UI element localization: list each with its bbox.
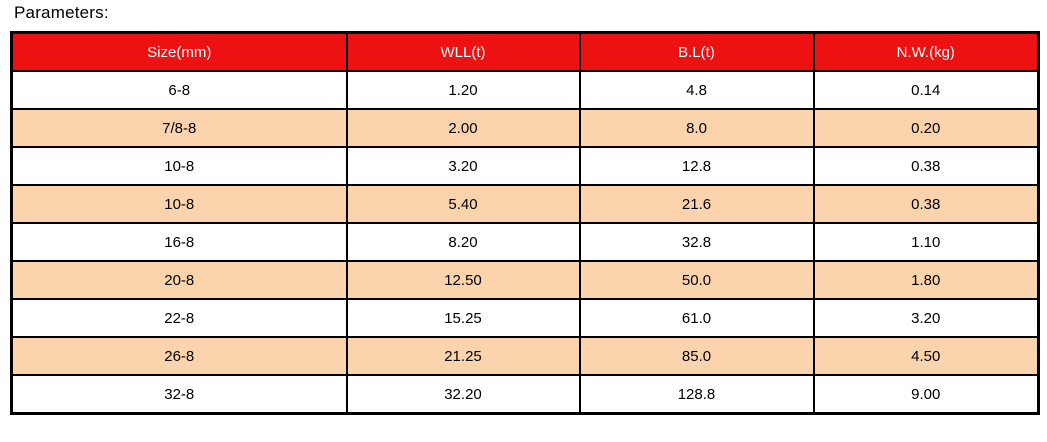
table-row: 32-8 32.20 128.8 9.00 [10,374,1040,415]
table-body: 6-8 1.20 4.8 0.14 7/8-8 2.00 8.0 0.20 10-8 3.20 12… [10,70,1040,415]
table-cell: 0.38 [812,146,1040,186]
table-cell: 128.8 [578,374,815,415]
table-cell: 8.0 [578,108,815,148]
table-cell: 16-8 [10,222,348,262]
table-cell: 3.20 [345,146,581,186]
table-cell: 1.80 [812,260,1040,300]
table-row: 10-8 3.20 12.8 0.38 [10,146,1040,186]
table-row: 6-8 1.20 4.8 0.14 [10,70,1040,110]
table-cell: 10-8 [10,184,348,224]
table-row: 20-8 12.50 50.0 1.80 [10,260,1040,300]
column-header-0: Size(mm) [10,31,348,72]
parameters-table: Size(mm) WLL(t) B.L(t) N.W.(kg) 6-8 1.20 4.8 0… [10,31,1040,415]
column-header-1: WLL(t) [345,31,581,72]
table-cell: 32.8 [578,222,815,262]
table-row: 22-8 15.25 61.0 3.20 [10,298,1040,338]
table-cell: 1.20 [345,70,581,110]
table-cell: 15.25 [345,298,581,338]
table-cell: 4.8 [578,70,815,110]
table-cell: 10-8 [10,146,348,186]
table-cell: 7/8-8 [10,108,348,148]
table-row: 26-8 21.25 85.0 4.50 [10,336,1040,376]
table-cell: 12.50 [345,260,581,300]
table-cell: 32-8 [10,374,348,415]
table-cell: 85.0 [578,336,815,376]
column-header-3: N.W.(kg) [812,31,1040,72]
table-cell: 6-8 [10,70,348,110]
table-cell: 22-8 [10,298,348,338]
page-title: Parameters: [14,3,109,22]
table-cell: 9.00 [812,374,1040,415]
table-cell: 8.20 [345,222,581,262]
table-row: 16-8 8.20 32.8 1.10 [10,222,1040,262]
table-row: 10-8 5.40 21.6 0.38 [10,184,1040,224]
table-cell: 12.8 [578,146,815,186]
table-cell: 26-8 [10,336,348,376]
table-cell: 0.38 [812,184,1040,224]
table-cell: 4.50 [812,336,1040,376]
table-cell: 50.0 [578,260,815,300]
table-cell: 0.20 [812,108,1040,148]
table-row: 7/8-8 2.00 8.0 0.20 [10,108,1040,148]
table-cell: 61.0 [578,298,815,338]
table-header-row: Size(mm) WLL(t) B.L(t) N.W.(kg) [10,31,1040,72]
table-cell: 21.6 [578,184,815,224]
table-cell: 2.00 [345,108,581,148]
table-cell: 1.10 [812,222,1040,262]
table-cell: 0.14 [812,70,1040,110]
table-cell: 32.20 [345,374,581,415]
table-cell: 3.20 [812,298,1040,338]
column-header-2: B.L(t) [578,31,815,72]
table-cell: 5.40 [345,184,581,224]
table-cell: 21.25 [345,336,581,376]
table-cell: 20-8 [10,260,348,300]
